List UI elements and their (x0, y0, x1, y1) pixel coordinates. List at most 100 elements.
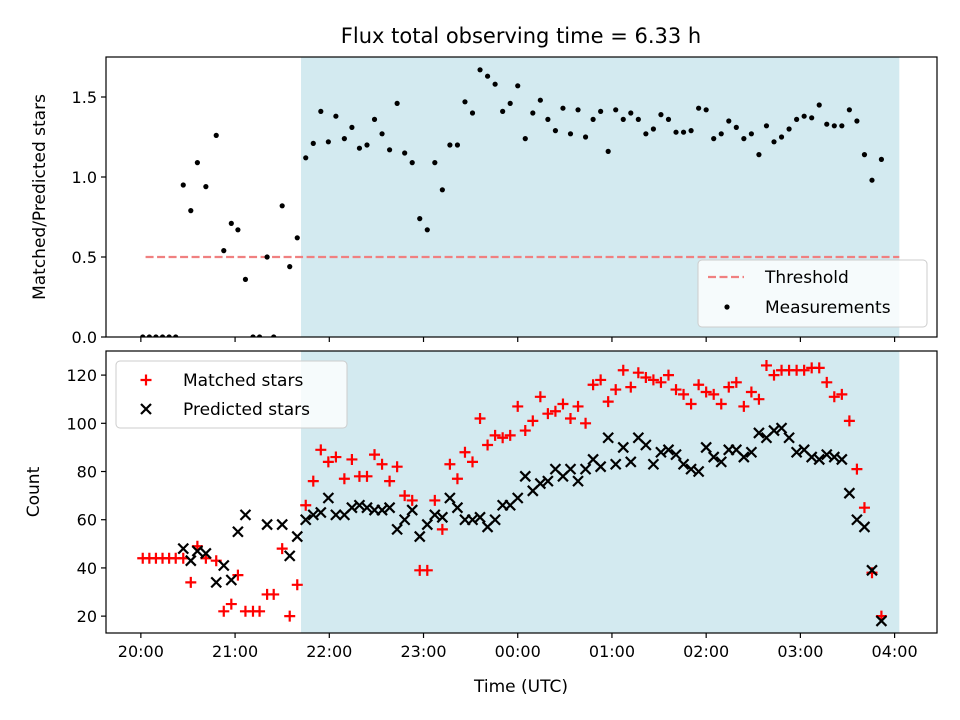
data-point (688, 128, 694, 134)
data-point (432, 160, 438, 166)
data-point (708, 388, 720, 400)
data-point (522, 136, 528, 142)
data-point (424, 227, 430, 233)
data-point (447, 142, 453, 148)
data-point (828, 391, 840, 403)
data-point (500, 108, 506, 114)
data-point (386, 147, 393, 153)
counts-panel: 20 40 60 80 100 120 20:00 21:00 22:00 23:00 00:00 0… (66, 350, 938, 661)
data-point (153, 334, 159, 337)
data-point (188, 208, 194, 214)
data-point (276, 518, 288, 531)
data-point (640, 439, 652, 451)
data-point (730, 376, 742, 388)
data-point (685, 398, 697, 410)
data-point (497, 432, 509, 444)
data-point (715, 456, 728, 468)
data-point (572, 475, 584, 487)
data-point (745, 386, 757, 398)
data-point (662, 444, 675, 456)
data-point (602, 396, 614, 408)
data-point (256, 334, 263, 337)
data-point (617, 441, 630, 454)
data-point (693, 379, 705, 391)
data-point (869, 177, 875, 183)
data-point (564, 412, 576, 424)
data-point (203, 184, 209, 190)
data-point (291, 579, 303, 591)
data-point (444, 458, 456, 470)
data-point (813, 362, 825, 374)
legend-predicted-label: Predicted stars (183, 400, 310, 420)
data-point (552, 128, 559, 134)
data-point (254, 605, 266, 617)
x-tick-label: 03:00 (777, 642, 823, 661)
data-point (617, 364, 629, 376)
x-axis-label: Time (UTC) (473, 677, 568, 697)
ratio-panel: 0.0 0.5 1.0 1.5 Threshold Measurements (72, 56, 938, 347)
data-point (635, 116, 641, 122)
y-tick-label: 0.0 (72, 328, 97, 347)
data-point (609, 458, 622, 471)
data-point (507, 100, 513, 106)
data-point (643, 131, 649, 137)
data-point (647, 458, 660, 471)
data-point (786, 126, 792, 132)
data-point (575, 107, 581, 113)
data-point (356, 145, 363, 151)
y-tick-label: 60 (77, 511, 97, 530)
data-point (738, 400, 750, 412)
data-point (346, 453, 358, 465)
data-point (647, 374, 659, 386)
data-point (670, 384, 682, 396)
data-point (594, 460, 607, 473)
data-point (587, 379, 599, 391)
data-point (768, 369, 780, 381)
data-point (778, 134, 785, 140)
data-point (232, 569, 244, 581)
data-point (349, 124, 355, 130)
data-point (294, 235, 300, 241)
data-point (726, 118, 732, 124)
data-point (843, 487, 856, 499)
data-point (264, 254, 270, 260)
y-tick-label: 0.5 (72, 248, 97, 267)
data-point (628, 110, 634, 116)
data-point (655, 376, 667, 388)
legend-box (115, 360, 348, 429)
data-point (745, 446, 758, 459)
data-point (451, 473, 463, 485)
data-point (330, 451, 342, 463)
data-point (492, 81, 498, 87)
data-point (409, 160, 415, 166)
data-point (650, 126, 657, 132)
legend: Threshold Measurements (697, 259, 928, 328)
data-point (383, 501, 396, 514)
data-point (371, 116, 378, 122)
data-point (484, 73, 491, 79)
data-point (369, 449, 381, 461)
data-point (421, 564, 433, 576)
legend-threshold-label: Threshold (764, 268, 849, 288)
data-point (287, 264, 293, 270)
data-point (279, 203, 285, 209)
data-point (846, 107, 852, 113)
data-point (376, 458, 388, 470)
data-point (413, 530, 426, 543)
data-point (582, 134, 589, 140)
data-point (239, 509, 252, 521)
data-point (515, 83, 521, 89)
data-point (700, 441, 712, 454)
x-tick-label: 23:00 (400, 642, 446, 661)
data-point (545, 116, 551, 122)
data-point (191, 545, 204, 557)
data-point (836, 388, 848, 400)
data-point (242, 276, 249, 282)
plot-area (137, 359, 888, 627)
data-point (537, 97, 543, 103)
bottom-y-axis-label: Count (24, 466, 44, 517)
data-point (474, 412, 486, 424)
axes-frame (105, 56, 938, 338)
data-point (436, 523, 448, 535)
